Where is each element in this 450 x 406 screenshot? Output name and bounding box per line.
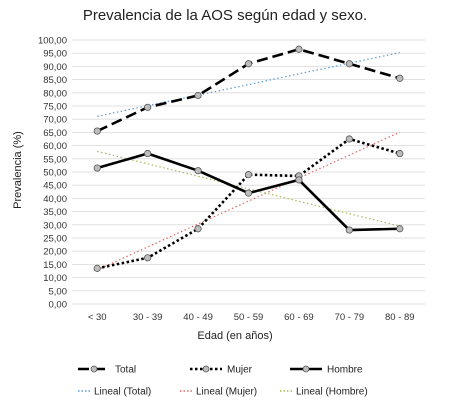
trendline-2 bbox=[97, 150, 400, 227]
x-tick-label: 60 - 69 bbox=[284, 312, 314, 323]
legend-label: Mujer bbox=[227, 365, 253, 376]
legend-label: Lineal (Hombre) bbox=[296, 387, 368, 398]
data-point bbox=[345, 226, 353, 234]
y-tick-label: 85,00 bbox=[43, 75, 67, 86]
y-tick-label: 0,00 bbox=[49, 300, 68, 311]
data-point bbox=[345, 135, 353, 143]
y-tick-label: 80,00 bbox=[43, 88, 67, 99]
data-point bbox=[244, 60, 253, 68]
data-point bbox=[144, 254, 152, 262]
y-tick-label: 45,00 bbox=[43, 181, 67, 192]
trendlines bbox=[96, 52, 401, 271]
y-tick-label: 10,00 bbox=[43, 273, 67, 284]
data-point bbox=[194, 91, 202, 100]
x-tick-label: 80 - 89 bbox=[385, 312, 415, 323]
x-tick-label: 30 - 39 bbox=[133, 312, 163, 323]
y-tick-label: 60,00 bbox=[43, 141, 67, 152]
y-tick-label: 5,00 bbox=[49, 286, 68, 297]
legend-label: Lineal (Mujer) bbox=[196, 387, 257, 398]
legend-marker bbox=[302, 365, 310, 373]
data-point bbox=[295, 176, 303, 184]
x-tick-label: 50 - 59 bbox=[234, 312, 264, 323]
y-tick-label: 50,00 bbox=[43, 168, 67, 179]
y-tick-label: 65,00 bbox=[43, 128, 67, 139]
data-point bbox=[295, 45, 303, 53]
x-tick-label: 70 - 79 bbox=[335, 312, 365, 323]
data-point bbox=[93, 164, 101, 172]
y-tick-label: 20,00 bbox=[43, 247, 67, 258]
data-point bbox=[93, 127, 101, 135]
data-point bbox=[194, 167, 202, 175]
y-tick-label: 90,00 bbox=[43, 62, 67, 73]
legend-marker bbox=[202, 365, 210, 373]
legend-marker bbox=[90, 365, 98, 373]
y-axis-label: Prevalencia (%) bbox=[12, 131, 24, 209]
data-point bbox=[93, 264, 101, 272]
legend: Total Mujer Hombre Lineal (Total) Lineal (Mu… bbox=[78, 365, 368, 398]
x-axis-label: Edad (en años) bbox=[197, 330, 272, 342]
data-point bbox=[396, 149, 404, 158]
data-point bbox=[396, 225, 404, 233]
legend-label: Hombre bbox=[327, 365, 363, 376]
y-tick-label: 100,00 bbox=[38, 36, 67, 47]
y-tick-label: 70,00 bbox=[43, 115, 67, 126]
y-tick-label: 30,00 bbox=[43, 220, 67, 231]
y-axis-ticks: 0,00 5,00 10,00 15,00 20,00 25,00 30,00 35,00 40… bbox=[38, 36, 67, 311]
legend-label: Total bbox=[115, 365, 136, 376]
chart-title: Prevalencia de la AOS según edad y sexo. bbox=[83, 7, 367, 24]
x-tick-label: 40 - 49 bbox=[183, 312, 213, 323]
legend-label: Lineal (Total) bbox=[94, 387, 151, 398]
y-tick-label: 75,00 bbox=[43, 102, 67, 113]
data-point bbox=[396, 74, 404, 82]
x-axis-ticks: < 30 30 - 39 40 - 49 50 - 59 60 - 69 70 - 79 8… bbox=[88, 312, 415, 323]
x-tick-label: < 30 bbox=[88, 312, 107, 323]
data-point bbox=[144, 103, 152, 111]
y-tick-label: 40,00 bbox=[43, 194, 67, 205]
data-point bbox=[144, 149, 152, 158]
data-point bbox=[345, 60, 353, 68]
data-point bbox=[194, 225, 202, 233]
y-tick-label: 15,00 bbox=[43, 260, 67, 271]
y-tick-label: 25,00 bbox=[43, 234, 67, 245]
y-tick-label: 35,00 bbox=[43, 207, 67, 218]
trendline-1 bbox=[96, 131, 401, 271]
y-tick-label: 55,00 bbox=[43, 154, 67, 165]
series-lines bbox=[93, 45, 404, 272]
data-point bbox=[244, 189, 253, 197]
y-tick-label: 95,00 bbox=[43, 49, 67, 60]
data-point bbox=[244, 171, 253, 179]
